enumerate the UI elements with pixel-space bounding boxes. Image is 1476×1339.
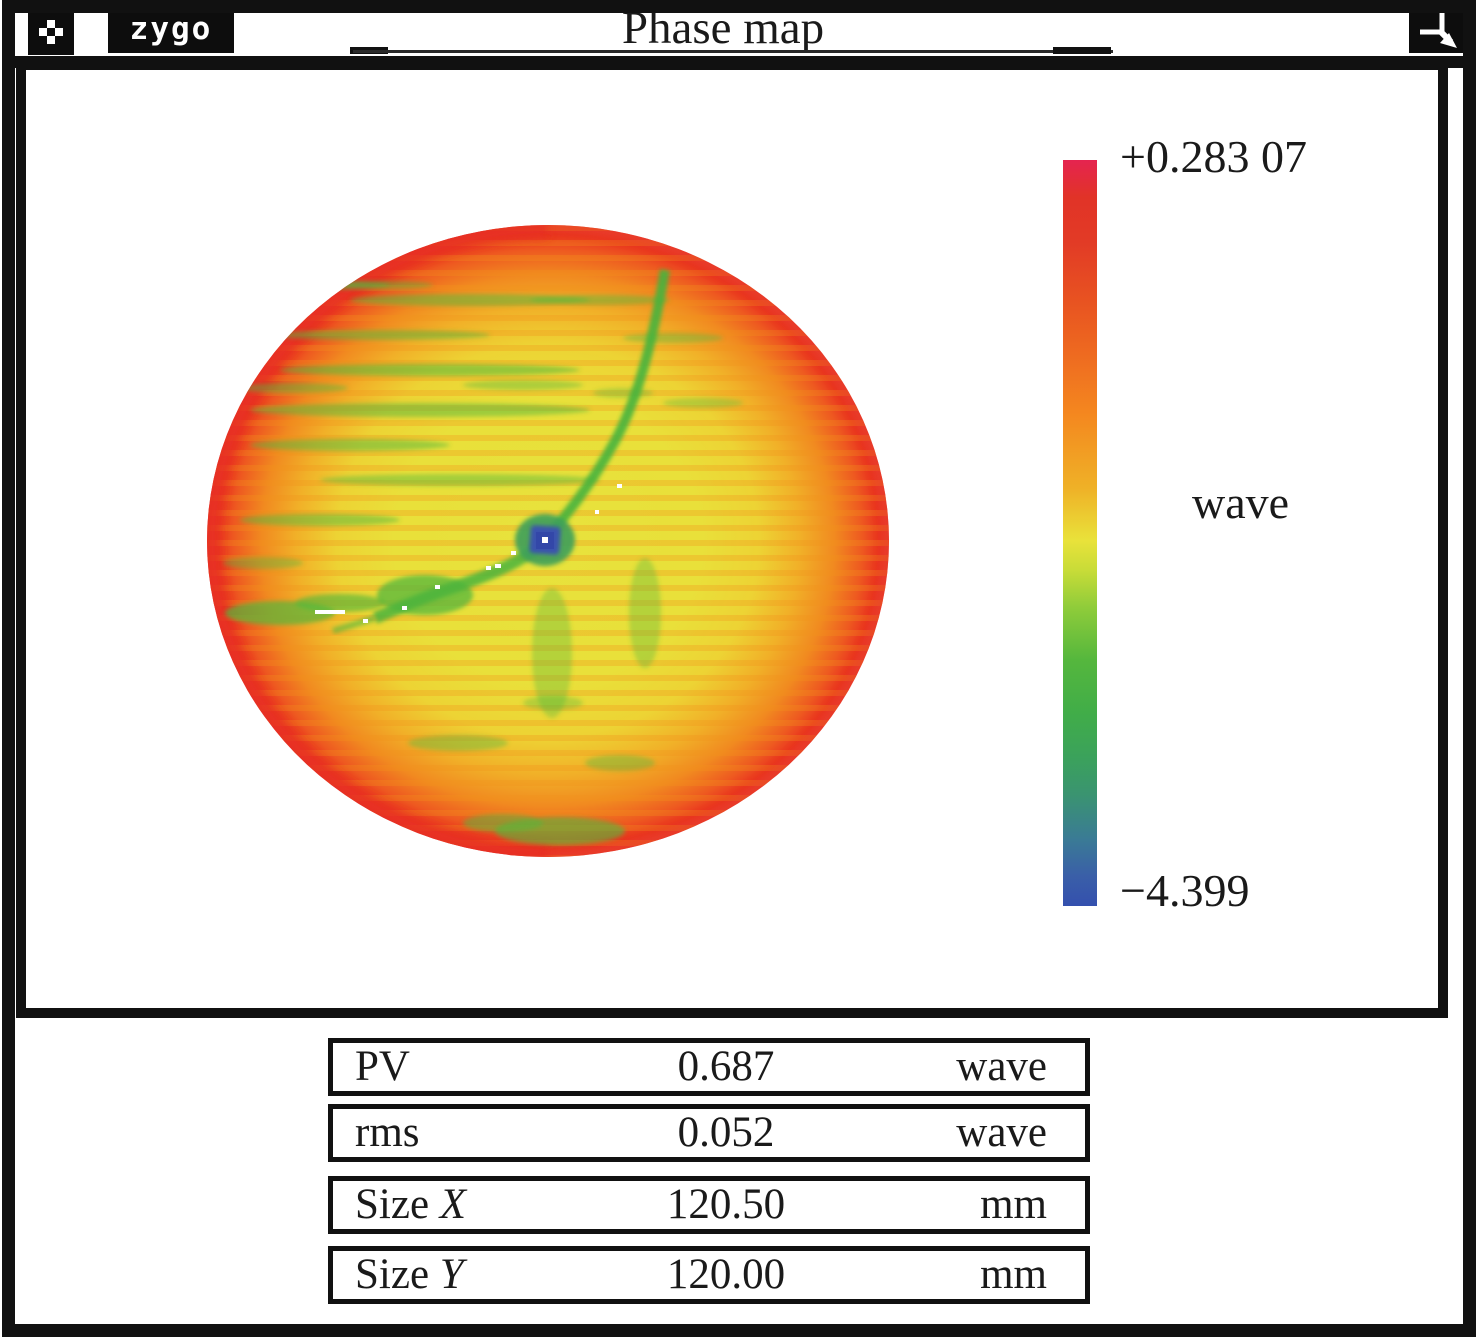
stat-label: Size X: [355, 1181, 467, 1228]
stat-row-pv: PV 0.687 wave: [328, 1038, 1090, 1096]
stat-unit: wave: [956, 1109, 1047, 1156]
stat-row-size-y: Size Y 120.00 mm: [328, 1246, 1090, 1304]
window-title: Phase map: [621, 2, 825, 54]
stat-unit: wave: [956, 1043, 1047, 1090]
window-menu-icon[interactable]: [28, 9, 74, 55]
stat-value: 120.00: [666, 1251, 786, 1298]
stat-unit: mm: [980, 1181, 1047, 1228]
title-underline: [353, 50, 1113, 53]
resize-corner-icon[interactable]: [1409, 5, 1463, 53]
colorbar-unit-label: wave: [1192, 477, 1290, 528]
stat-label: PV: [355, 1043, 410, 1090]
stat-value: 120.50: [666, 1181, 786, 1228]
stat-label: Size Y: [355, 1251, 464, 1298]
colorbar-max-label: +0.283 07: [1120, 131, 1307, 182]
stat-value: 0.687: [677, 1043, 775, 1090]
titlebar-separator: [4, 56, 1472, 68]
zygo-logo: zygo: [108, 7, 234, 53]
title-underline-right: [1053, 47, 1111, 54]
window-menu-icon-glyph: [28, 9, 74, 55]
stat-row-size-x: Size X 120.50 mm: [328, 1176, 1090, 1234]
phase-map-image: [207, 225, 889, 857]
resize-corner-icon-glyph: [1409, 5, 1463, 53]
stat-value: 0.052: [677, 1109, 775, 1156]
stat-row-rms: rms 0.052 wave: [328, 1104, 1090, 1162]
colorbar: [1063, 160, 1097, 906]
colorbar-min-label: −4.399: [1120, 865, 1250, 916]
phase-map: [203, 223, 893, 863]
stat-unit: mm: [980, 1251, 1047, 1298]
stat-label: rms: [355, 1109, 420, 1156]
title-bar: zygo Phase map: [13, 3, 1463, 57]
